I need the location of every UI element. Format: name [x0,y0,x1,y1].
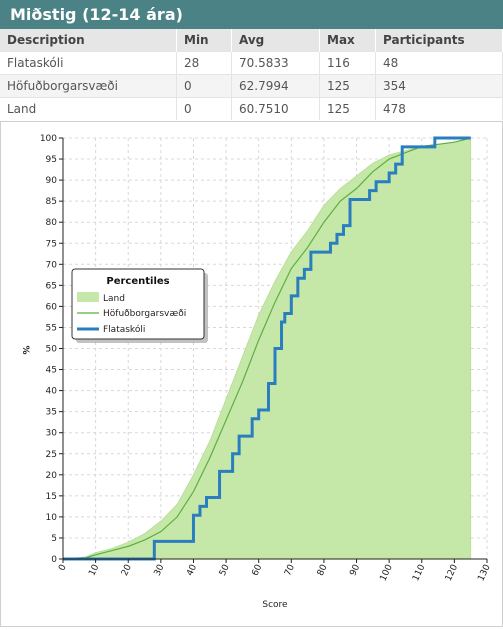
chart-container: 0 5 10 15 20 25 30 35 40 45 50 55 60 65 70 75 80 85 90 95 10… [0,121,503,627]
cell-min: 0 [176,97,232,120]
y-tick-label: 20 [46,471,58,481]
x-tick-label: 10 [87,563,101,578]
cell-avg: 60.7510 [231,97,320,120]
cell-participants: 478 [375,97,503,120]
y-tick-label: 60 [46,302,58,312]
x-tick-label: 70 [283,563,297,578]
x-tick-label: 120 [444,563,460,583]
x-tick-label: 50 [218,563,232,578]
table-header-row: Description Min Avg Max Participants [0,29,503,52]
x-axis-label: Score [262,600,288,610]
cell-description: Flataskóli [0,51,177,75]
series-layer [62,136,472,561]
y-tick-label: 55 [46,323,57,333]
y-tick-label: 95 [46,155,57,165]
cell-description: Höfuðborgarsvæði [0,74,177,98]
x-tick-label: 110 [411,563,427,583]
x-tick-label: 20 [120,563,134,578]
cell-participants: 48 [375,51,503,75]
y-tick-label: 85 [46,197,57,207]
x-tick-label: 100 [379,563,395,583]
legend-title: Percentiles [106,276,169,287]
column-header-participants[interactable]: Participants [375,29,503,52]
y-tick-label: 15 [46,492,57,502]
x-tick-label: 0 [57,563,69,573]
legend: Percentiles Land Höfuðborgarsvæði Flatas… [71,268,208,343]
x-tick-label: 30 [153,563,167,578]
y-tick-label: 100 [40,134,57,144]
y-tick-label: 65 [46,281,57,291]
column-header-avg[interactable]: Avg [231,29,320,52]
stats-table: Description Min Avg Max Participants Fla… [0,29,503,120]
y-tick-label: 10 [46,513,58,523]
table-row: Flataskóli 28 70.5833 116 48 [0,51,503,75]
legend-label-flataskoli[interactable]: Flataskóli [103,324,145,335]
cell-min: 28 [176,51,232,75]
y-tick-label: 25 [46,450,57,460]
percentile-chart: 0 5 10 15 20 25 30 35 40 45 50 55 60 65 70 75 80 85 90 95 10… [20,134,493,610]
x-tick-label: 130 [476,563,492,583]
y-tick-label: 45 [46,366,57,376]
table-row: Höfuðborgarsvæði 0 62.7994 125 354 [0,74,503,98]
legend-swatch-land [77,292,99,302]
cell-participants: 354 [375,74,503,98]
y-tick-label: 5 [51,534,57,544]
cell-avg: 62.7994 [231,74,320,98]
cell-max: 116 [319,51,376,75]
legend-label-land[interactable]: Land [103,294,125,304]
y-tick-label: 75 [46,239,57,249]
cell-max: 125 [319,97,376,120]
y-tick-label: 80 [46,218,58,228]
y-tick-label: 90 [46,176,58,186]
x-tick-label: 40 [185,563,199,578]
cell-description: Land [0,97,177,120]
y-tick-label: 70 [46,260,58,270]
cell-avg: 70.5833 [231,51,320,75]
y-tick-label: 40 [46,387,58,397]
x-tick-label: 60 [251,563,265,578]
axes: 0 5 10 15 20 25 30 35 40 45 50 55 60 65 70 75 80 85 90 95 10… [40,134,493,583]
table-row: Land 0 60.7510 125 478 [0,97,503,120]
cell-max: 125 [319,74,376,98]
y-tick-label: 0 [51,555,57,565]
x-tick-label: 80 [316,563,330,578]
column-header-description[interactable]: Description [0,29,177,52]
y-tick-label: 35 [46,408,57,418]
panel-title: Miðstig (12-14 ára) [0,0,503,29]
series-line-flataskoli [63,136,471,561]
column-header-max[interactable]: Max [319,29,376,52]
x-tick-label: 90 [348,563,362,578]
cell-min: 0 [176,74,232,98]
y-tick-label: 30 [46,429,58,439]
y-tick-label: 50 [46,345,58,355]
y-axis-label: % [20,345,30,354]
legend-label-hofudborgarsvaedi[interactable]: Höfuðborgarsvæði [103,309,186,319]
column-header-min[interactable]: Min [176,29,232,52]
